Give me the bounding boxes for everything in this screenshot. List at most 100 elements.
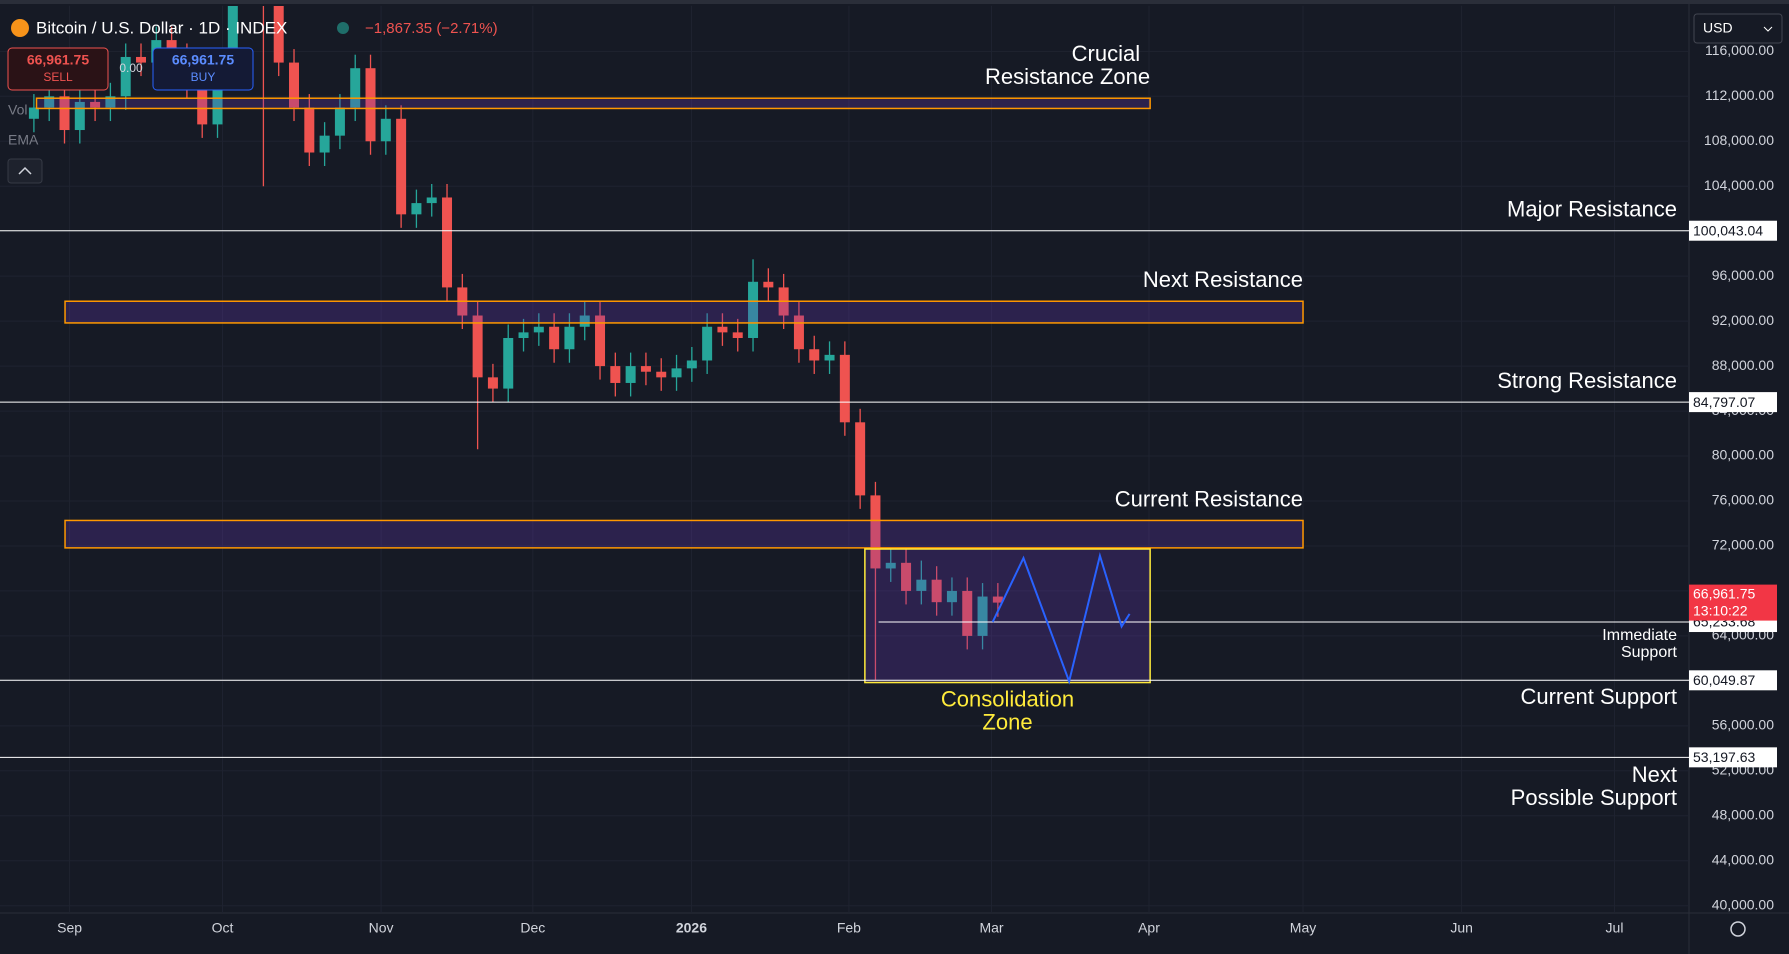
change: −1,867.35 (−2.71%): [365, 20, 498, 37]
collapse-icon: [18, 166, 32, 175]
candle-body: [855, 422, 866, 496]
candle-body: [319, 135, 330, 153]
candle-body: [839, 354, 850, 423]
candle-body: [931, 579, 942, 603]
candle-body: [350, 68, 361, 108]
candle-body: [426, 197, 437, 204]
y-tick-label: 80,000.00: [1712, 447, 1774, 463]
candle-body: [946, 590, 957, 603]
candle-body: [334, 107, 345, 136]
y-tick-label: 72,000.00: [1712, 537, 1774, 553]
candle-body: [901, 562, 912, 591]
dropdown-caret: [1763, 26, 1773, 32]
candle-body: [625, 366, 636, 383]
price-tag-label: 53,197.63: [1693, 749, 1755, 765]
y-tick-label: 88,000.00: [1712, 357, 1774, 373]
candle-body: [564, 326, 575, 350]
y-tick-label: 108,000.00: [1704, 132, 1774, 148]
symbol-title: Bitcoin / U.S. Dollar · 1D · INDEX: [36, 18, 287, 37]
candle-body: [74, 101, 85, 131]
current-price-label: 66,961.75: [1693, 585, 1755, 601]
candle-body: [380, 118, 391, 142]
candle-body: [717, 326, 728, 333]
y-tick-label: 56,000.00: [1712, 717, 1774, 733]
sell-label: SELL: [43, 70, 73, 84]
y-tick-label: 44,000.00: [1712, 851, 1774, 867]
spread: 0.00: [119, 61, 143, 75]
zone-label: Current Resistance: [1115, 486, 1303, 511]
candle-body: [396, 118, 407, 215]
price-tag-label: 100,043.04: [1693, 222, 1763, 238]
status-dot: [337, 22, 349, 34]
level-label: Major Resistance: [1507, 197, 1677, 222]
vol-indicator[interactable]: Vol: [8, 102, 27, 118]
candle-body: [59, 96, 70, 131]
btc-icon: [11, 19, 29, 37]
level-label: Immediate: [1602, 627, 1677, 644]
candle-body: [916, 579, 927, 591]
price-tag: [1689, 220, 1777, 241]
zone: [35, 97, 1151, 110]
candle-body: [212, 73, 223, 125]
candle-body: [610, 366, 621, 383]
x-tick-label: Sep: [57, 920, 82, 936]
candle-body: [533, 326, 544, 333]
sell-price: 66,961.75: [27, 52, 89, 68]
level-label: Support: [1621, 644, 1678, 661]
candle-body: [472, 315, 483, 378]
candle-body: [518, 332, 529, 338]
currency: USD: [1703, 20, 1733, 36]
y-tick-label: 104,000.00: [1704, 177, 1774, 193]
level-label: Next: [1632, 762, 1677, 787]
y-tick-label: 116,000.00: [1705, 42, 1774, 58]
x-tick-label: Dec: [520, 920, 545, 936]
ema-indicator[interactable]: EMA: [8, 132, 39, 148]
candle-body: [977, 596, 988, 636]
candle-body: [365, 68, 376, 142]
collapse-button[interactable]: [7, 158, 43, 184]
x-tick-label: Jul: [1606, 920, 1624, 936]
buy-button[interactable]: [152, 47, 254, 91]
candle-body: [289, 62, 300, 108]
x-tick-label: Oct: [212, 920, 234, 936]
candle-body: [90, 101, 101, 108]
zone: [864, 548, 1151, 684]
candle-body: [411, 203, 422, 215]
candle-body: [793, 315, 804, 350]
candle-body: [748, 281, 759, 338]
zone-label: Consolidation: [941, 686, 1074, 711]
candle-body: [870, 495, 881, 569]
candle-body: [487, 377, 498, 389]
x-tick-label: May: [1290, 920, 1316, 936]
candle-body: [442, 197, 453, 288]
candle-body: [671, 368, 682, 378]
candle-body: [136, 56, 147, 63]
level-label: Strong Resistance: [1497, 368, 1677, 393]
zone-label: Next Resistance: [1143, 267, 1303, 292]
candle-body: [579, 315, 590, 327]
settings-icon[interactable]: [1730, 921, 1746, 937]
candle-body: [809, 349, 820, 361]
zone: [64, 519, 1304, 549]
zone-label: Zone: [982, 709, 1032, 734]
candle-body: [44, 96, 55, 108]
y-tick-label: 76,000.00: [1712, 492, 1774, 508]
candle-body: [992, 596, 1003, 603]
currency-select[interactable]: [1693, 13, 1783, 44]
price-tag-label: 60,049.87: [1693, 672, 1755, 688]
zone-label: Crucial: [1072, 41, 1140, 66]
y-tick-label: 40,000.00: [1712, 896, 1774, 912]
price-tag-label: 84,797.07: [1693, 394, 1755, 410]
price-tag: [1689, 670, 1777, 691]
sell-button[interactable]: [7, 47, 109, 91]
candle-body: [549, 326, 560, 350]
candle-body: [227, 6, 238, 74]
price-tag: [1689, 747, 1777, 768]
candle-body: [824, 354, 835, 361]
candle-body: [885, 562, 896, 569]
candle-body: [273, 6, 284, 63]
candle-body: [763, 281, 774, 288]
current-price-tag: [1689, 584, 1777, 621]
y-tick-label: 96,000.00: [1712, 267, 1774, 283]
